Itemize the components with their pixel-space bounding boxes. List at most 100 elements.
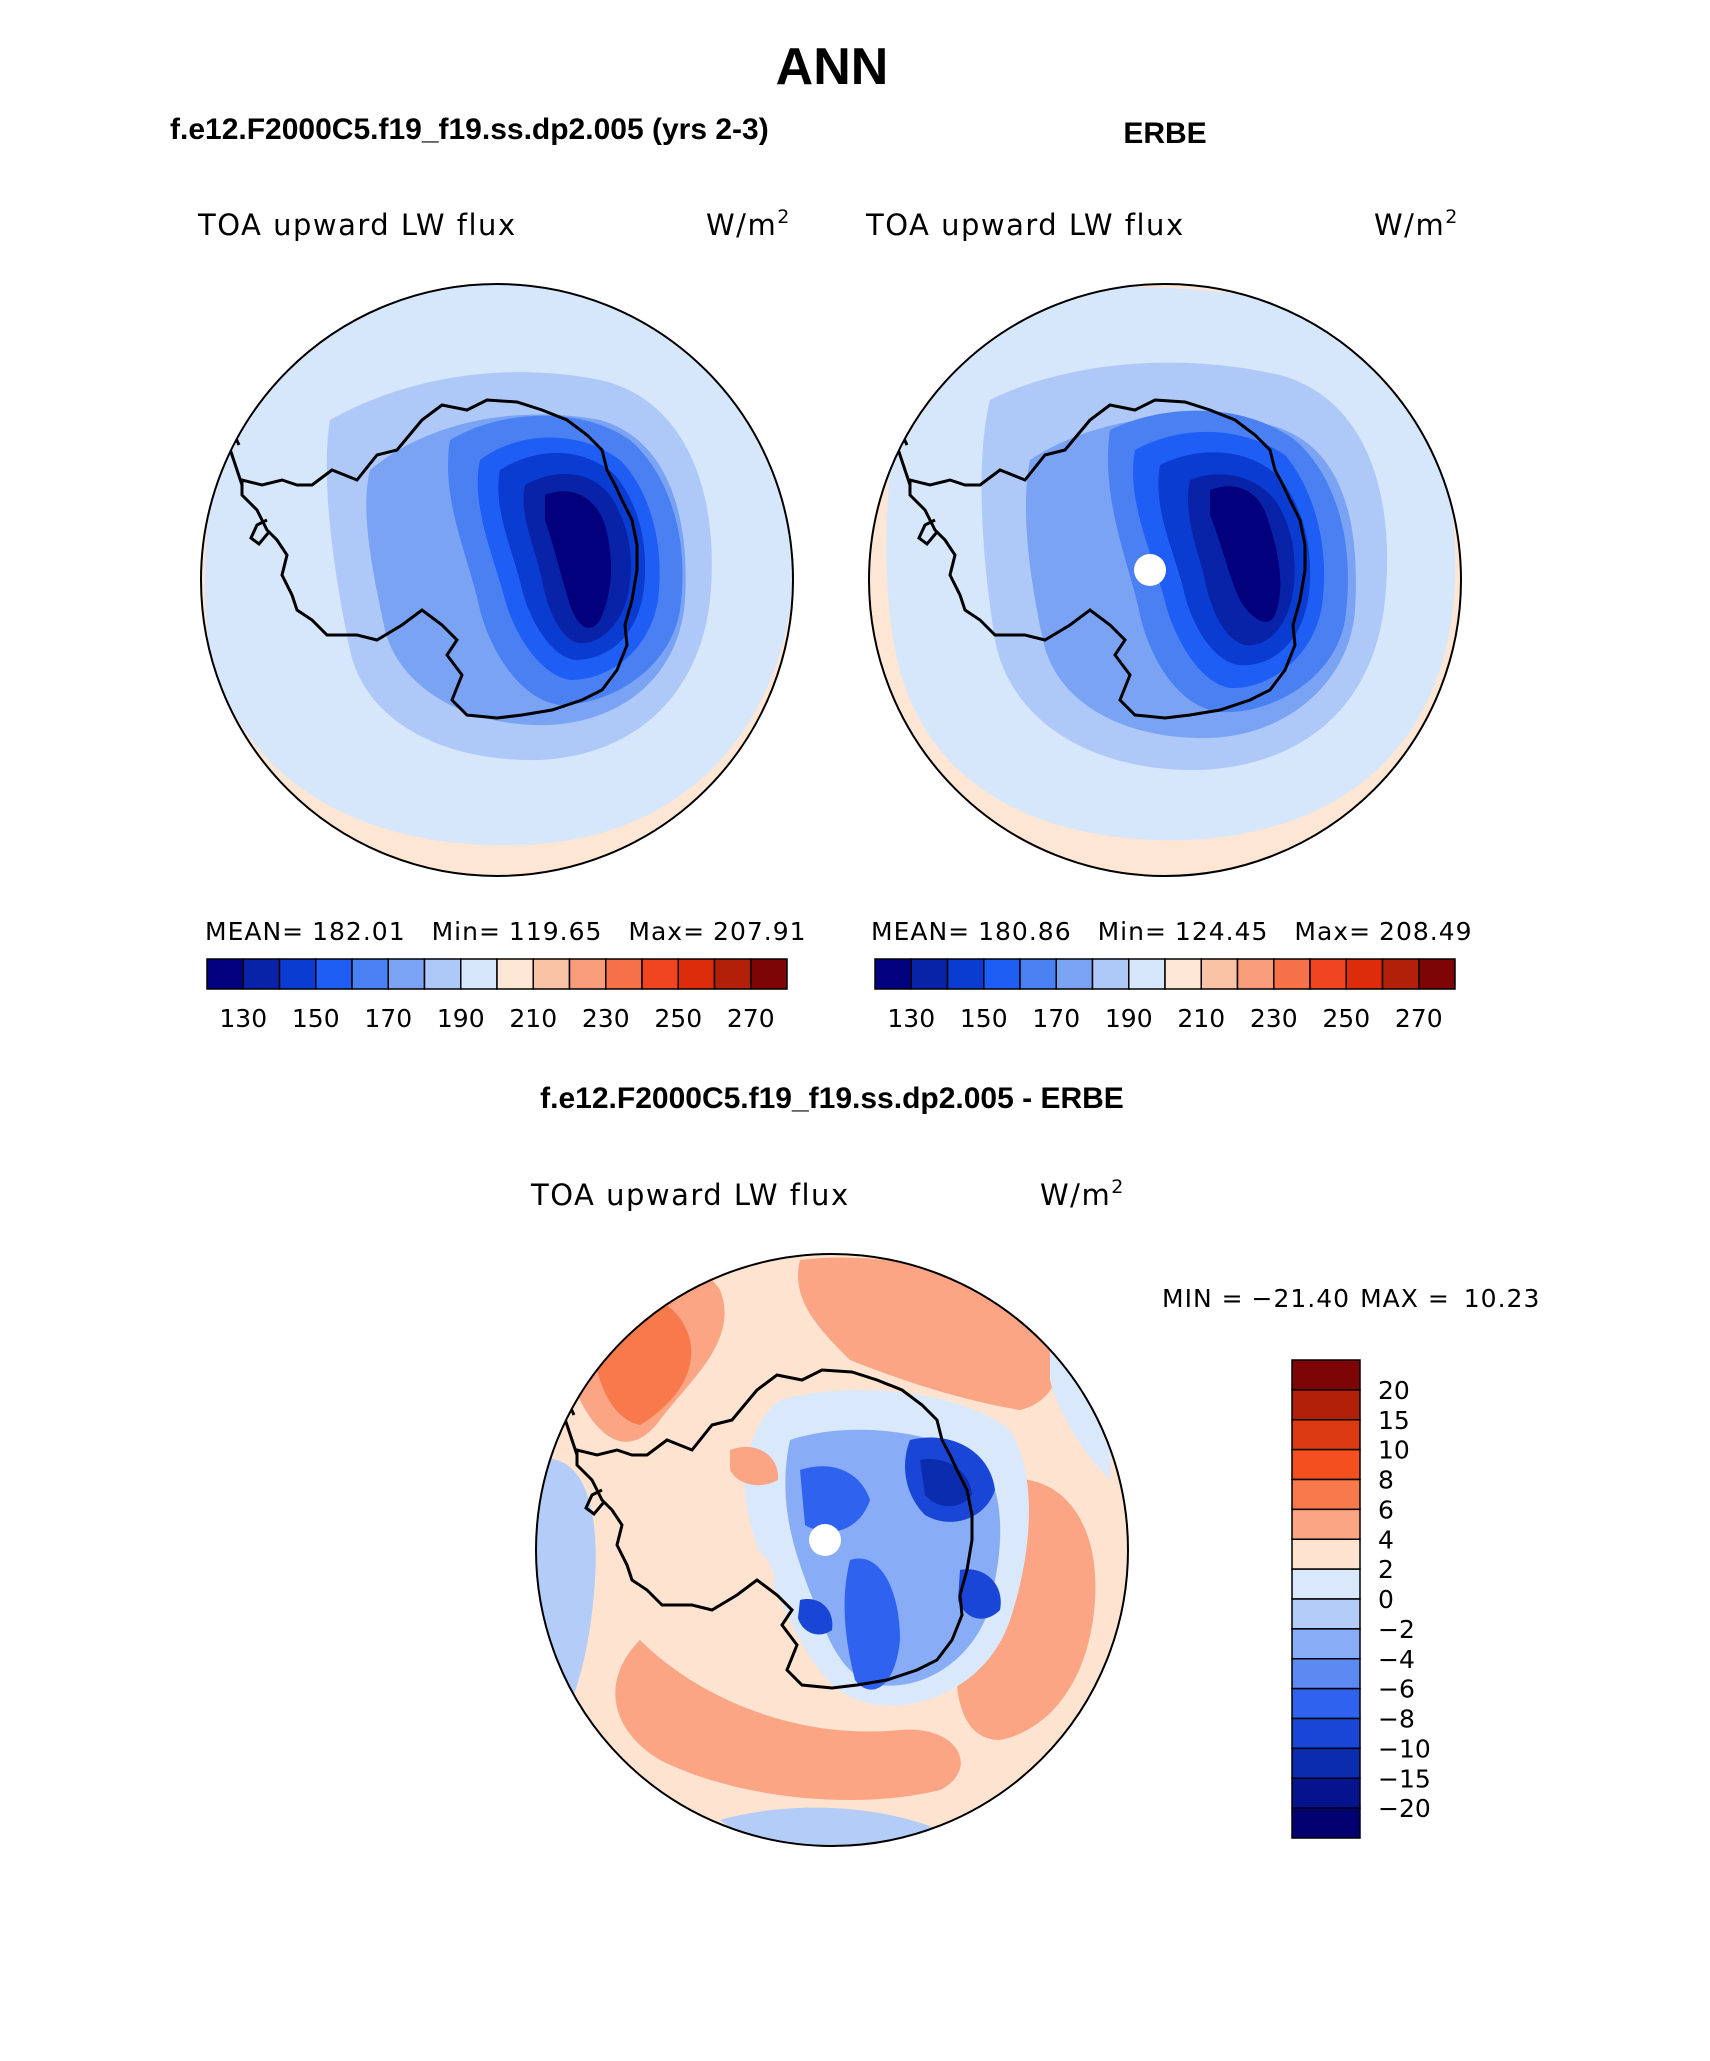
mean-value-model: 182.01 — [312, 917, 405, 946]
map-model — [201, 284, 793, 876]
colorbar-obs: 130 150 170 190 210 230 250 270 — [874, 958, 1456, 1033]
colorbar-obs-tick-label: 250 — [1322, 1004, 1370, 1033]
units-sup-diff: 2 — [1111, 1176, 1125, 1198]
colorbar-diff-swatch-9 — [1291, 1628, 1361, 1660]
figure-title: ANN — [776, 38, 889, 96]
colorbar-diff-swatch-13 — [1291, 1747, 1361, 1779]
units-text-model: W/m — [706, 208, 777, 242]
pole-hole-obs — [1134, 554, 1166, 586]
colorbar-diff-tick-label: −6 — [1378, 1675, 1415, 1704]
colorbar-obs-swatch-9 — [1200, 958, 1239, 990]
colorbar-obs-swatch-14 — [1381, 958, 1420, 990]
units-sup-obs: 2 — [1445, 206, 1459, 228]
panel-title-diff: f.e12.F2000C5.f19_f19.ss.dp2.005 - ERBE — [540, 1082, 1124, 1115]
colorbar-model-swatch-8 — [496, 958, 534, 990]
colorbar-diff-swatch-10 — [1291, 1658, 1361, 1690]
colorbar-diff-swatch-12 — [1291, 1717, 1361, 1750]
colorbar-obs-swatch-10 — [1236, 958, 1275, 990]
panel-title-obs: ERBE — [1123, 117, 1206, 150]
colorbar-model-swatch-9 — [532, 958, 571, 990]
colorbar-obs-tick-label: 130 — [887, 1004, 935, 1033]
max-value-obs: 208.49 — [1379, 917, 1472, 946]
colorbar-obs-swatch-15 — [1418, 958, 1456, 990]
colorbar-obs-swatch-5 — [1055, 958, 1094, 990]
colorbar-model-tick-label: 190 — [437, 1004, 485, 1033]
max-label-obs: Max= — [1294, 917, 1371, 946]
colorbar-diff-swatch-6 — [1291, 1538, 1361, 1570]
colorbar-obs-swatch-13 — [1345, 958, 1384, 990]
colorbar-diff-tick-label: −10 — [1378, 1734, 1431, 1763]
colorbar-diff-swatch-5 — [1291, 1508, 1361, 1540]
max-value-model: 207.91 — [713, 917, 806, 946]
colorbar-obs-swatch-6 — [1091, 958, 1130, 990]
max-value-diff: 10.23 — [1464, 1284, 1541, 1313]
colorbar-diff-tick-label: −4 — [1378, 1645, 1415, 1674]
field-label-model: TOA upward LW flux — [197, 208, 517, 242]
units-label-model: W/m2 — [706, 206, 791, 242]
panel-diff: f.e12.F2000C5.f19_f19.ss.dp2.005 - ERBE … — [530, 1082, 1540, 1847]
colorbar-diff-swatch-14 — [1291, 1777, 1361, 1809]
colorbar-obs-swatch-0 — [874, 958, 912, 990]
colorbar-diff-swatch-1 — [1291, 1389, 1361, 1421]
pole-hole-diff — [809, 1524, 841, 1556]
colorbar-model-swatch-14 — [713, 958, 752, 990]
colorbar-obs-swatch-3 — [983, 958, 1021, 990]
colorbar-model-swatch-2 — [278, 958, 317, 990]
colorbar-model-swatch-1 — [242, 958, 281, 990]
min-value-diff: −21.40 — [1252, 1284, 1351, 1313]
colorbar-model-tick-label: 230 — [582, 1004, 630, 1033]
colorbar-model: 130 150 170 190 210 230 250 270 — [206, 958, 788, 1033]
colorbar-model-swatch-13 — [677, 958, 716, 990]
colorbar-obs-tick-label: 270 — [1395, 1004, 1443, 1033]
max-label-model: Max= — [628, 917, 705, 946]
stats-diff: MIN = −21.40 MAX = 10.23 — [1162, 1284, 1540, 1313]
colorbar-diff-swatch-2 — [1291, 1419, 1361, 1451]
field-label-diff: TOA upward LW flux — [530, 1178, 850, 1212]
colorbar-model-tick-label: 130 — [219, 1004, 267, 1033]
units-label-diff: W/m2 — [1040, 1176, 1125, 1212]
min-value-model: 119.65 — [509, 917, 602, 946]
colorbar-obs-tick-label: 150 — [960, 1004, 1008, 1033]
colorbar-diff-tick-label: −20 — [1378, 1794, 1431, 1823]
units-sup-model: 2 — [777, 206, 791, 228]
colorbar-obs-swatch-12 — [1309, 958, 1347, 990]
colorbar-model-swatch-4 — [351, 958, 389, 990]
colorbar-model-swatch-6 — [423, 958, 462, 990]
units-label-obs: W/m2 — [1374, 206, 1459, 242]
colorbar-model-swatch-7 — [460, 958, 498, 990]
colorbar-obs-swatch-8 — [1164, 958, 1202, 990]
colorbar-diff-tick-label: −8 — [1378, 1705, 1415, 1734]
colorbar-model-tick-label: 150 — [292, 1004, 340, 1033]
mean-value-obs: 180.86 — [978, 917, 1071, 946]
min-label-diff: MIN = — [1162, 1284, 1244, 1313]
colorbar-model-swatch-11 — [605, 958, 643, 990]
colorbar-model-tick-label: 270 — [727, 1004, 775, 1033]
units-text-obs: W/m — [1374, 208, 1445, 242]
colorbar-diff-tick-label: −2 — [1378, 1615, 1415, 1644]
colorbar-diff-tick-label: 6 — [1378, 1495, 1394, 1524]
colorbar-model-swatch-15 — [750, 958, 788, 990]
colorbar-obs-tick-label: 230 — [1250, 1004, 1298, 1033]
colorbar-diff-tick-label: 20 — [1378, 1376, 1410, 1405]
colorbar-model-swatch-0 — [206, 958, 244, 990]
panel-title-model: f.e12.F2000C5.f19_f19.ss.dp2.005 (yrs 2-… — [170, 113, 769, 146]
colorbar-diff-tick-label: 2 — [1378, 1555, 1394, 1584]
max-label-diff: MAX = — [1360, 1284, 1450, 1313]
colorbar-model-swatch-12 — [641, 958, 679, 990]
mean-label-model: MEAN= — [205, 917, 304, 946]
map-obs — [869, 284, 1461, 876]
colorbar-diff-tick-label: 10 — [1378, 1436, 1410, 1465]
mean-label-obs: MEAN= — [871, 917, 970, 946]
colorbar-diff-tick-label: 4 — [1378, 1525, 1394, 1554]
colorbar-diff-swatch-4 — [1291, 1478, 1361, 1511]
stats-model: MEAN= 182.01 Min= 119.65 Max= 207.91 — [205, 917, 807, 946]
units-text-diff: W/m — [1040, 1178, 1111, 1212]
colorbar-diff-swatch-8 — [1291, 1598, 1361, 1630]
colorbar-obs-swatch-11 — [1273, 958, 1311, 990]
colorbar-diff-tick-label: 15 — [1378, 1406, 1410, 1435]
min-label-model: Min= — [432, 917, 501, 946]
colorbar-obs-swatch-4 — [1019, 958, 1057, 990]
min-value-obs: 124.45 — [1175, 917, 1268, 946]
